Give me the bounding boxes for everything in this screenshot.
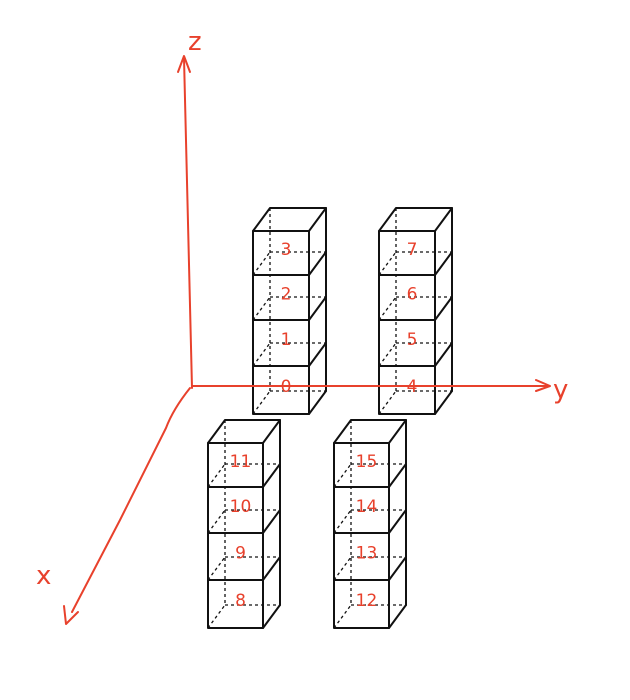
cube-label: 3 (281, 240, 292, 260)
cube-label: 6 (407, 285, 418, 305)
stack-bottom-right-edge (308, 390, 327, 415)
stack-bottom-right-edge (262, 604, 281, 629)
hidden-layer-edge (207, 556, 226, 581)
layer-right-edge (262, 463, 281, 488)
cube-label: 13 (356, 544, 378, 564)
hidden-bottom-edge (207, 604, 226, 629)
layer-right-edge (262, 509, 281, 534)
hidden-layer-edge (333, 509, 352, 534)
cube-label: 5 (407, 330, 418, 350)
y-axis-label: y (553, 375, 568, 405)
cube-label: 10 (230, 497, 252, 517)
layer-right-edge (308, 251, 327, 276)
cube-label: 2 (281, 285, 292, 305)
z-axis-label: z (188, 27, 202, 57)
layer-right-edge (388, 556, 407, 581)
x-axis-label: x (36, 561, 51, 591)
hidden-layer-edge (252, 342, 271, 367)
axes: z y x (36, 27, 568, 625)
layer-right-edge (308, 296, 327, 321)
hidden-layer-edge (333, 556, 352, 581)
layer-right-edge (434, 342, 453, 367)
layer-right-edge (434, 296, 453, 321)
layer-right-edge (388, 509, 407, 534)
layer-right-edge (308, 342, 327, 367)
cube-stack-4: 12 13 14 15 (333, 419, 407, 629)
cube-label: 15 (356, 452, 378, 472)
hidden-layer-edge (207, 509, 226, 534)
stack-top-face (333, 419, 407, 444)
layer-right-edge (262, 556, 281, 581)
hidden-layer-edge (378, 342, 397, 367)
hidden-layer-edge (378, 251, 397, 276)
x-axis (71, 387, 191, 613)
cube-label: 1 (281, 330, 292, 350)
z-axis-arrowhead (177, 55, 191, 73)
hidden-layer-edge (207, 463, 226, 488)
cube-label: 14 (356, 497, 378, 517)
stack-bottom-right-edge (388, 604, 407, 629)
hidden-layer-edge (252, 296, 271, 321)
hidden-layer-edge (252, 251, 271, 276)
stack-top-face (378, 207, 453, 232)
cube-label: 11 (230, 452, 252, 472)
x-axis-arrowhead (63, 605, 79, 625)
cube-label: 9 (235, 544, 246, 564)
hidden-layer-edge (378, 296, 397, 321)
stack-bottom-right-edge (434, 390, 453, 415)
layer-right-edge (388, 463, 407, 488)
cube-stack-3: 8 9 10 11 (207, 419, 281, 629)
cube-label: 12 (356, 591, 378, 611)
hidden-bottom-edge (378, 390, 397, 415)
y-axis-arrowhead (535, 379, 551, 392)
stack-top-face (207, 419, 281, 444)
layer-right-edge (434, 251, 453, 276)
cube-label: 7 (407, 240, 418, 260)
z-axis (183, 57, 193, 389)
hidden-layer-edge (333, 463, 352, 488)
hidden-bottom-edge (252, 390, 271, 415)
hidden-bottom-edge (333, 604, 352, 629)
stack-top-face (252, 207, 327, 232)
cube-label: 8 (235, 591, 246, 611)
